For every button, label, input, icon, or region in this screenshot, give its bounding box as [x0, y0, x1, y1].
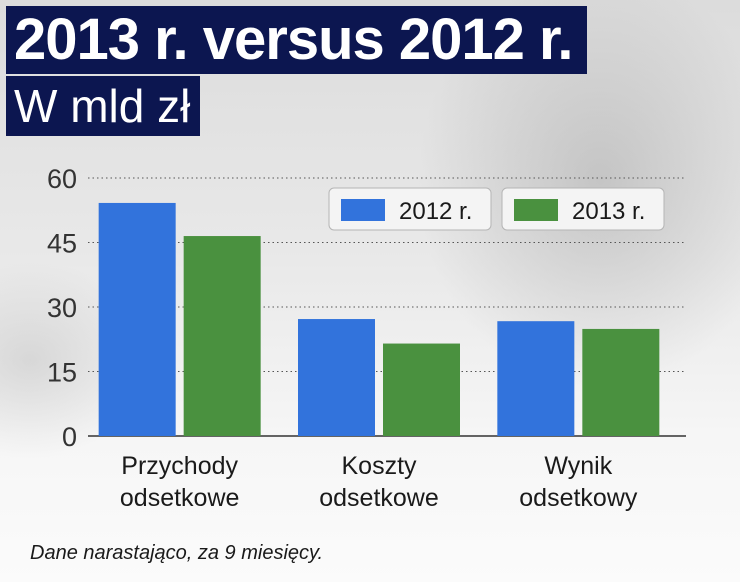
legend-2013-swatch: [514, 199, 558, 221]
chart-title: 2013 r. versus 2012 r.: [6, 6, 587, 74]
legend-2013-label: 2013 r.: [572, 198, 645, 225]
bar-2013: [383, 343, 460, 436]
bar-2013: [183, 236, 261, 436]
y-tick-label: 60: [47, 164, 77, 194]
x-tick-label: Wynik: [544, 452, 612, 480]
x-tick-label: odsetkowe: [319, 484, 439, 512]
chart-subtitle: W mld zł: [6, 76, 201, 136]
x-tick-label: Koszty: [341, 452, 417, 480]
footnote: Dane narastająco, za 9 miesięcy.: [30, 542, 324, 564]
y-tick-label: 45: [47, 229, 77, 259]
bar-2013: [582, 328, 660, 436]
x-tick-label: odsetkowy: [519, 484, 638, 512]
legend-2012-label: 2012 r.: [399, 198, 472, 225]
bar-2012: [98, 202, 176, 436]
y-tick-label: 0: [62, 422, 77, 452]
bar-2012: [497, 321, 575, 436]
y-tick-label: 30: [47, 293, 77, 323]
bar-2012: [298, 319, 375, 436]
y-tick-label: 15: [47, 358, 77, 388]
x-tick-label: Przychody: [121, 452, 238, 480]
legend-2012-swatch: [341, 199, 385, 221]
x-tick-label: odsetkowe: [120, 484, 240, 512]
